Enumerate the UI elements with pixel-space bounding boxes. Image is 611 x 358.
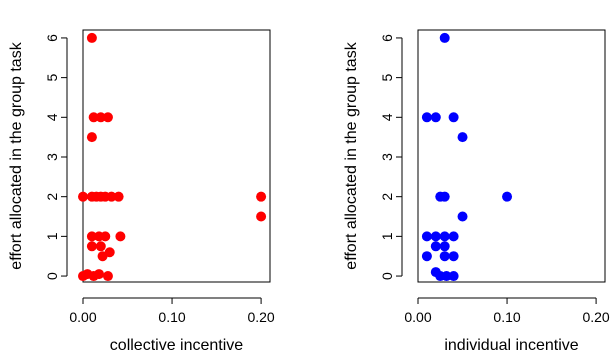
plot-frame (82, 29, 271, 283)
y-tick-label: 2 (44, 193, 60, 201)
y-tick-label: 1 (44, 232, 60, 240)
data-point (88, 112, 99, 123)
data-point (430, 231, 441, 242)
y-tick-label: 3 (44, 153, 60, 161)
y-tick-label: 5 (44, 74, 60, 82)
scatter-panel-right: 0.00 0.10 0.20 0 1 2 3 4 5 6 individual incentive e… (343, 29, 610, 354)
data-point (102, 271, 113, 282)
data-point (448, 251, 459, 262)
data-point (95, 241, 106, 252)
data-point (86, 32, 97, 43)
data-point (439, 231, 450, 242)
x-axis-title: individual incentive (444, 337, 578, 354)
y-axis-title: effort allocated in the group task (8, 41, 25, 269)
data-point (78, 191, 88, 202)
data-point (441, 271, 452, 282)
y-tick-label: 4 (44, 113, 60, 121)
y-tick-label: 6 (44, 34, 60, 42)
data-point (421, 112, 432, 123)
y-tick-label: 0 (44, 272, 60, 280)
y-axis-title: effort allocated in the group task (343, 41, 360, 269)
data-point (448, 271, 459, 282)
x-tick-label: 0.10 (158, 309, 185, 325)
data-point (502, 191, 513, 202)
data-point (94, 269, 105, 280)
y-tick-label: 4 (379, 113, 395, 121)
y-tick-label: 6 (379, 34, 395, 42)
y-tick-label: 1 (379, 232, 395, 240)
scatter-panel-left: 0.00 0.10 0.20 0 1 2 3 4 5 6 collective incentive e… (8, 29, 275, 354)
data-point (430, 112, 441, 123)
data-point (439, 251, 450, 262)
data-point (256, 211, 267, 222)
data-point (439, 191, 450, 202)
data-point (97, 251, 108, 262)
data-point (457, 211, 468, 222)
data-point (448, 231, 459, 242)
y-tick-label: 2 (379, 193, 395, 201)
data-point (439, 32, 450, 43)
data-point (86, 231, 97, 242)
x-tick-label: 0.20 (582, 309, 609, 325)
x-tick-label: 0.10 (493, 309, 520, 325)
plot-frame (417, 29, 606, 283)
x-tick-label: 0.20 (247, 309, 274, 325)
data-point (457, 132, 468, 143)
data-point (106, 191, 117, 202)
data-point (439, 241, 450, 252)
data-point (95, 112, 106, 123)
x-tick-label: 0.00 (404, 309, 431, 325)
y-tick-label: 0 (379, 272, 395, 280)
data-point (100, 231, 111, 242)
data-point (86, 241, 97, 252)
data-point (115, 231, 126, 242)
x-axis-title: collective incentive (110, 337, 244, 354)
y-tick-label: 3 (379, 153, 395, 161)
data-point (113, 191, 124, 202)
x-tick-label: 0.00 (69, 309, 96, 325)
data-point (86, 132, 97, 143)
data-point (430, 241, 441, 252)
data-point (421, 251, 432, 262)
data-point (102, 112, 113, 123)
data-point (448, 112, 459, 123)
data-point (421, 231, 432, 242)
y-tick-label: 5 (379, 74, 395, 82)
data-point (256, 191, 267, 202)
